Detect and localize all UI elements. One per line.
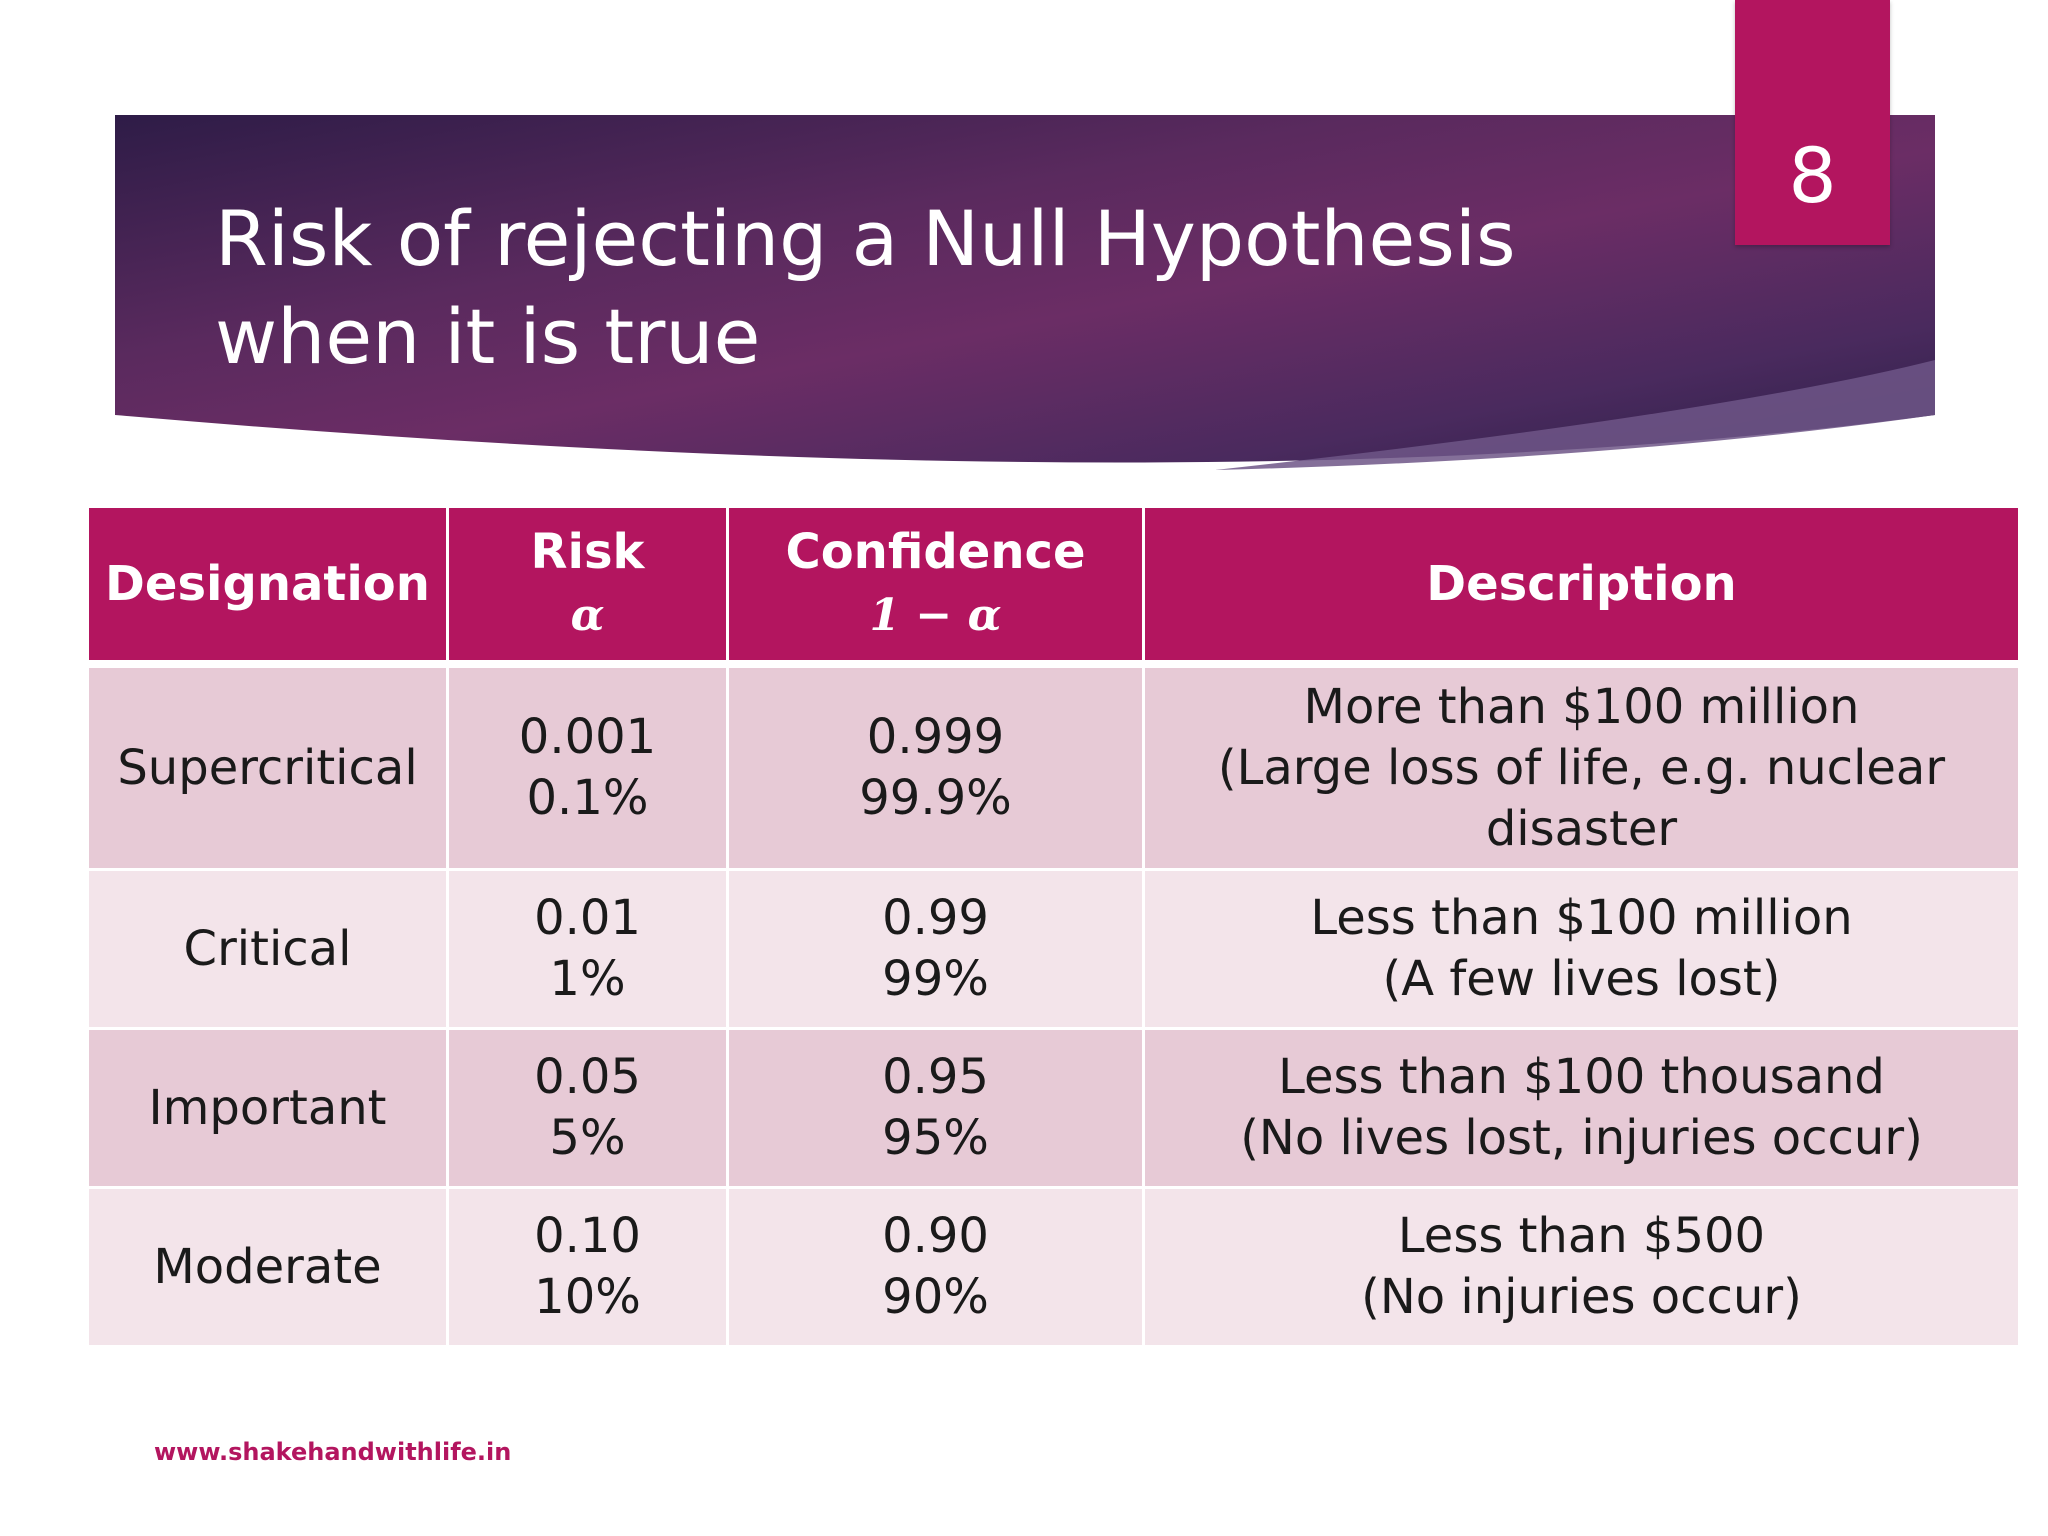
header-risk: Risk α [446, 505, 729, 668]
table-row: Critical 0.01 1% 0.99 99% Less than $100… [86, 868, 2021, 1030]
cell-confidence: 0.95 95% [726, 1027, 1145, 1189]
risk-decimal: 0.001 [518, 709, 657, 765]
cell-risk: 0.001 0.1% [446, 662, 729, 871]
risk-percent: 10% [534, 1269, 641, 1325]
header-label: Designation [105, 556, 430, 612]
table-row: Supercritical 0.001 0.1% 0.999 99.9% Mor… [86, 662, 2021, 871]
footer-website-link[interactable]: www.shakehandwithlife.in [154, 1438, 512, 1466]
page-number: 8 [1788, 131, 1837, 220]
cell-confidence: 0.999 99.9% [726, 662, 1145, 871]
table-row: Moderate 0.10 10% 0.90 90% Less than $50… [86, 1186, 2021, 1348]
cell-risk: 0.01 1% [446, 868, 729, 1030]
confidence-decimal: 0.95 [882, 1049, 989, 1105]
cell-description: Less than $500 (No injuries occur) [1142, 1186, 2021, 1348]
cell-description: Less than $100 million (A few lives lost… [1142, 868, 2021, 1030]
confidence-percent: 90% [882, 1269, 989, 1325]
cell-designation: Important [86, 1027, 449, 1189]
header-label: Risk [530, 524, 645, 580]
table-row: Important 0.05 5% 0.95 95% Less than $10… [86, 1027, 2021, 1189]
confidence-decimal: 0.99 [882, 890, 989, 946]
confidence-decimal: 0.999 [866, 709, 1005, 765]
header-description: Description [1142, 505, 2021, 668]
cell-description: Less than $100 thousand (No lives lost, … [1142, 1027, 2021, 1189]
slide-title: Risk of rejecting a Null Hypothesis when… [215, 190, 1615, 386]
cell-designation: Moderate [86, 1186, 449, 1348]
description-line: Less than $100 million [1310, 890, 1853, 946]
cell-confidence: 0.99 99% [726, 868, 1145, 1030]
title-banner [115, 115, 1935, 480]
description-line: (Large loss of life, e.g. nuclear [1217, 739, 1946, 796]
table-header-row: Designation Risk α Confidence 1 − α Desc… [86, 505, 2021, 668]
risk-percent: 0.1% [526, 770, 649, 826]
cell-risk: 0.10 10% [446, 1186, 729, 1348]
header-designation: Designation [86, 505, 449, 668]
confidence-percent: 95% [882, 1110, 989, 1166]
description-line: Less than $500 [1397, 1208, 1766, 1264]
cell-risk: 0.05 5% [446, 1027, 729, 1189]
header-label: Confidence [785, 524, 1086, 580]
description-line: disaster [1485, 800, 1678, 857]
page-number-tab: 8 [1735, 0, 1890, 245]
cell-designation: Supercritical [86, 662, 449, 871]
confidence-percent: 99% [882, 951, 989, 1007]
cell-confidence: 0.90 90% [726, 1186, 1145, 1348]
risk-percent: 1% [549, 951, 626, 1007]
header-symbol: α [570, 590, 605, 641]
risk-decimal: 0.05 [534, 1049, 641, 1105]
description-line: (No injuries occur) [1361, 1269, 1802, 1325]
title-line-1: Risk of rejecting a Null Hypothesis [215, 194, 1516, 283]
header-confidence: Confidence 1 − α [726, 505, 1145, 668]
description-line: Less than $100 thousand [1278, 1049, 1885, 1105]
description-line: More than $100 million [1303, 678, 1860, 735]
cell-designation: Critical [86, 868, 449, 1030]
header-symbol: 1 − α [869, 590, 1002, 641]
confidence-percent: 99.9% [859, 770, 1012, 826]
risk-decimal: 0.01 [534, 890, 641, 946]
cell-description: More than $100 million (Large loss of li… [1142, 662, 2021, 871]
risk-table: Designation Risk α Confidence 1 − α Desc… [86, 505, 2021, 1348]
description-line: (A few lives lost) [1382, 951, 1781, 1007]
risk-decimal: 0.10 [534, 1208, 641, 1264]
header-label: Description [1426, 556, 1737, 612]
risk-percent: 5% [549, 1110, 626, 1166]
description-line: (No lives lost, injuries occur) [1240, 1110, 1923, 1166]
confidence-decimal: 0.90 [882, 1208, 989, 1264]
title-line-2: when it is true [215, 292, 761, 381]
